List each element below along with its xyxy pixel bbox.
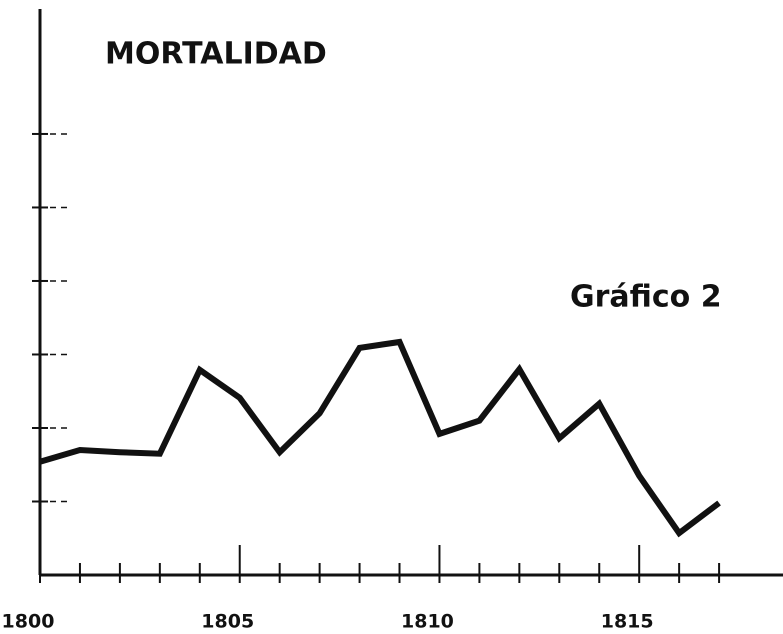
annotation: Gráfico 2	[570, 280, 722, 315]
x-tick-label: 1805	[201, 611, 254, 633]
x-tick-label: 1815	[601, 611, 654, 633]
x-tick-label: 1810	[401, 611, 454, 633]
x-tick-label: 1800	[2, 611, 55, 633]
line-series	[39, 338, 721, 538]
chart-title: MORTALIDAD	[105, 37, 327, 72]
